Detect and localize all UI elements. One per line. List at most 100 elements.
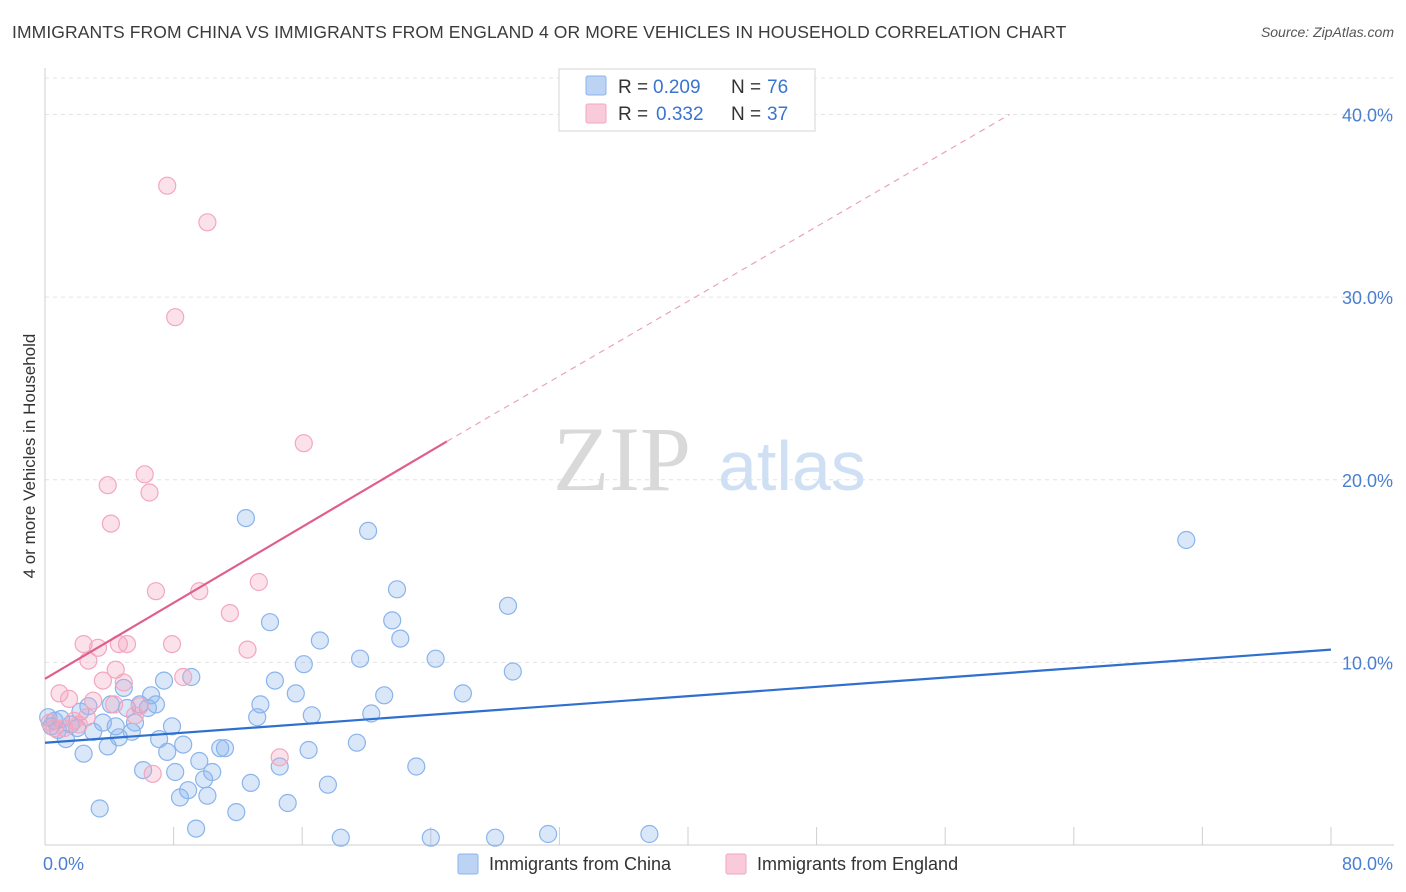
england-point-28 — [190, 582, 209, 601]
china-point-43 — [227, 802, 246, 822]
china-point-36 — [187, 819, 206, 838]
china-point-61 — [359, 521, 378, 541]
china-point-58 — [331, 828, 350, 847]
china-point-34 — [179, 781, 198, 800]
england-point-12 — [98, 476, 117, 495]
watermark-atlas: atlas — [718, 427, 866, 505]
england-point-17 — [117, 634, 137, 654]
china-point-37 — [190, 751, 209, 771]
england-trend-line — [44, 440, 448, 680]
china-point-53 — [294, 655, 313, 674]
england-point-24 — [158, 176, 177, 195]
china-point-29 — [158, 742, 177, 762]
china-point-55 — [302, 706, 321, 725]
trend-lines — [44, 114, 1332, 744]
china-point-75 — [640, 824, 659, 844]
china-trend-line — [44, 648, 1332, 744]
england-point-36 — [77, 708, 96, 727]
england-point-9 — [84, 691, 103, 710]
china-point-50 — [270, 757, 289, 776]
england-point-27 — [174, 667, 193, 687]
england-point-25 — [162, 634, 182, 654]
bottom-legend-label-england: Immigrants from England — [757, 854, 958, 874]
china-point-28 — [154, 671, 174, 690]
china-point-12 — [90, 799, 109, 818]
china-point-66 — [391, 629, 410, 648]
legend-swatch-england — [585, 103, 607, 124]
china-point-31 — [166, 762, 185, 782]
bottom-legend-label-china: Immigrants from China — [489, 854, 672, 874]
england-point-1 — [45, 718, 64, 738]
y-tick-labels: 10.0% 20.0% 30.0% 40.0% — [1342, 106, 1393, 674]
england-point-11 — [93, 671, 113, 690]
china-point-21 — [125, 713, 145, 732]
china-point-23 — [134, 760, 153, 780]
england-point-21 — [140, 483, 159, 502]
legend-n-value-england: 37 — [767, 104, 788, 125]
china-point-57 — [318, 775, 337, 794]
x-tick-labels: 0.0% 80.0% — [43, 854, 1393, 874]
china-point-16 — [106, 717, 125, 736]
china-point-63 — [375, 686, 394, 705]
source-label: Source: ZipAtlas.com — [1260, 24, 1394, 40]
china-point-54 — [299, 740, 318, 760]
england-point-30 — [220, 603, 239, 623]
legend-r-label-england: R = — [618, 104, 648, 125]
england-point-23 — [146, 582, 165, 601]
legend-swatch-china — [585, 75, 607, 96]
chart-title: IMMIGRANTS FROM CHINA VS IMMIGRANTS FROM… — [12, 22, 1067, 42]
china-point-25 — [142, 686, 161, 705]
china-point-49 — [265, 671, 284, 690]
china-point-40 — [203, 762, 222, 782]
bottom-legend-swatch-england — [725, 853, 747, 875]
bottom-legend: Immigrants from China Immigrants from En… — [457, 853, 958, 875]
y-tick-label-10: 10.0% — [1342, 653, 1393, 673]
legend-r-label-china: R = — [618, 77, 648, 98]
china-point-69 — [426, 649, 445, 668]
england-point-13 — [101, 514, 121, 533]
england-point-32 — [249, 572, 268, 592]
y-tick-label-30: 30.0% — [1342, 288, 1393, 308]
legend-n-label-england: N = — [731, 104, 761, 125]
axes — [44, 68, 1394, 846]
china-point-45 — [241, 773, 260, 793]
england-point-20 — [135, 465, 154, 484]
england-point-26 — [166, 308, 185, 327]
england-point-2 — [50, 684, 69, 703]
china-point-44 — [236, 508, 255, 528]
england-point-16 — [114, 673, 133, 692]
china-point-60 — [351, 649, 370, 668]
china-point-30 — [162, 717, 182, 736]
china-point-76 — [1177, 530, 1196, 550]
china-point-71 — [486, 828, 505, 847]
legend-r-value-england: 0.332 — [656, 104, 704, 125]
y-axis-label: 4 or more Vehicles in Household — [20, 334, 39, 579]
england-point-7 — [74, 634, 93, 654]
x-tick-label-max: 80.0% — [1342, 854, 1393, 874]
legend-n-label-china: N = — [731, 77, 761, 98]
china-point-42 — [215, 739, 235, 758]
england-point-33 — [270, 748, 289, 767]
china-point-39 — [198, 786, 217, 805]
grid-lines — [45, 77, 1394, 663]
england-point-22 — [143, 764, 162, 783]
china-point-52 — [286, 684, 305, 703]
england-point-14 — [106, 660, 125, 679]
china-point-65 — [387, 580, 407, 599]
china-point-67 — [407, 757, 426, 776]
china-point-72 — [498, 596, 518, 615]
england-point-18 — [125, 706, 145, 725]
china-point-70 — [453, 684, 472, 703]
china-point-51 — [278, 793, 297, 813]
china-point-33 — [174, 735, 193, 754]
china-point-74 — [538, 824, 558, 844]
china-point-48 — [260, 613, 280, 632]
england-point-4 — [59, 689, 79, 709]
england-point-3 — [55, 718, 74, 738]
bottom-legend-swatch-china — [457, 853, 479, 875]
england-point-35 — [104, 695, 124, 714]
x-tick-label-min: 0.0% — [43, 854, 84, 874]
china-point-68 — [421, 828, 440, 847]
china-point-26 — [146, 695, 165, 714]
